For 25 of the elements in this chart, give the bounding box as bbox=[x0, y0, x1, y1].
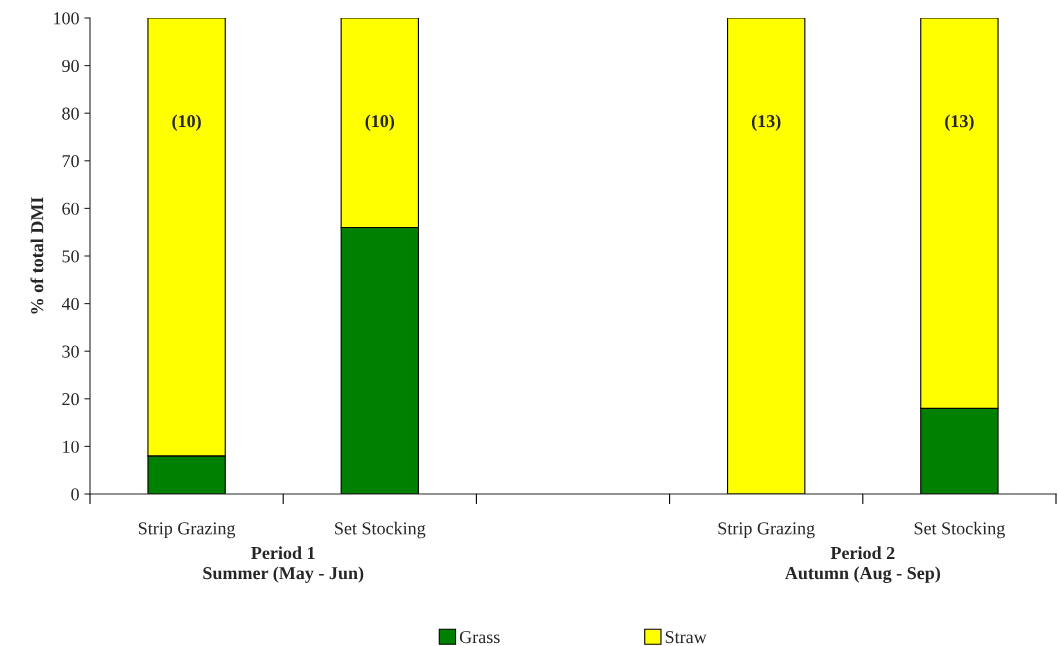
x-tick-label: Strip Grazing bbox=[718, 522, 815, 539]
y-tick-label: 40 bbox=[61, 297, 79, 311]
text: Period 2 Autumn (Aug - Sep) bbox=[784, 546, 941, 584]
legend-label: Straw bbox=[665, 631, 707, 644]
bar bbox=[727, 18, 806, 494]
y-tick-label: 70 bbox=[62, 155, 79, 168]
y-tick-label: 10 bbox=[63, 440, 79, 453]
y-tick-label: 80 bbox=[62, 107, 79, 120]
annotation: (13) bbox=[945, 114, 974, 131]
y-tick-label: 30 bbox=[62, 345, 79, 358]
annotation: (13) bbox=[751, 114, 781, 131]
legend-label: Grass bbox=[459, 631, 500, 644]
y-axis-title: % of total DMI bbox=[30, 197, 44, 314]
y-tick-label: 60 bbox=[62, 202, 79, 215]
y-tick-label: 100 bbox=[54, 12, 79, 25]
annotation: (10) bbox=[172, 114, 201, 131]
annotation: (10) bbox=[365, 114, 395, 131]
y-tick-label: 50 bbox=[62, 250, 79, 263]
text: Period 1 Summer (May - Jun) bbox=[203, 546, 364, 583]
y-tick-label: 20 bbox=[62, 393, 79, 406]
x-tick-label: Set Stocking bbox=[335, 521, 426, 539]
y-tick-label: 90 bbox=[62, 59, 79, 73]
x-tick-label: Strip Grazing bbox=[138, 522, 236, 539]
y-tick-label: 0 bbox=[71, 488, 79, 501]
x-tick-label: Set Stocking bbox=[914, 521, 1005, 539]
